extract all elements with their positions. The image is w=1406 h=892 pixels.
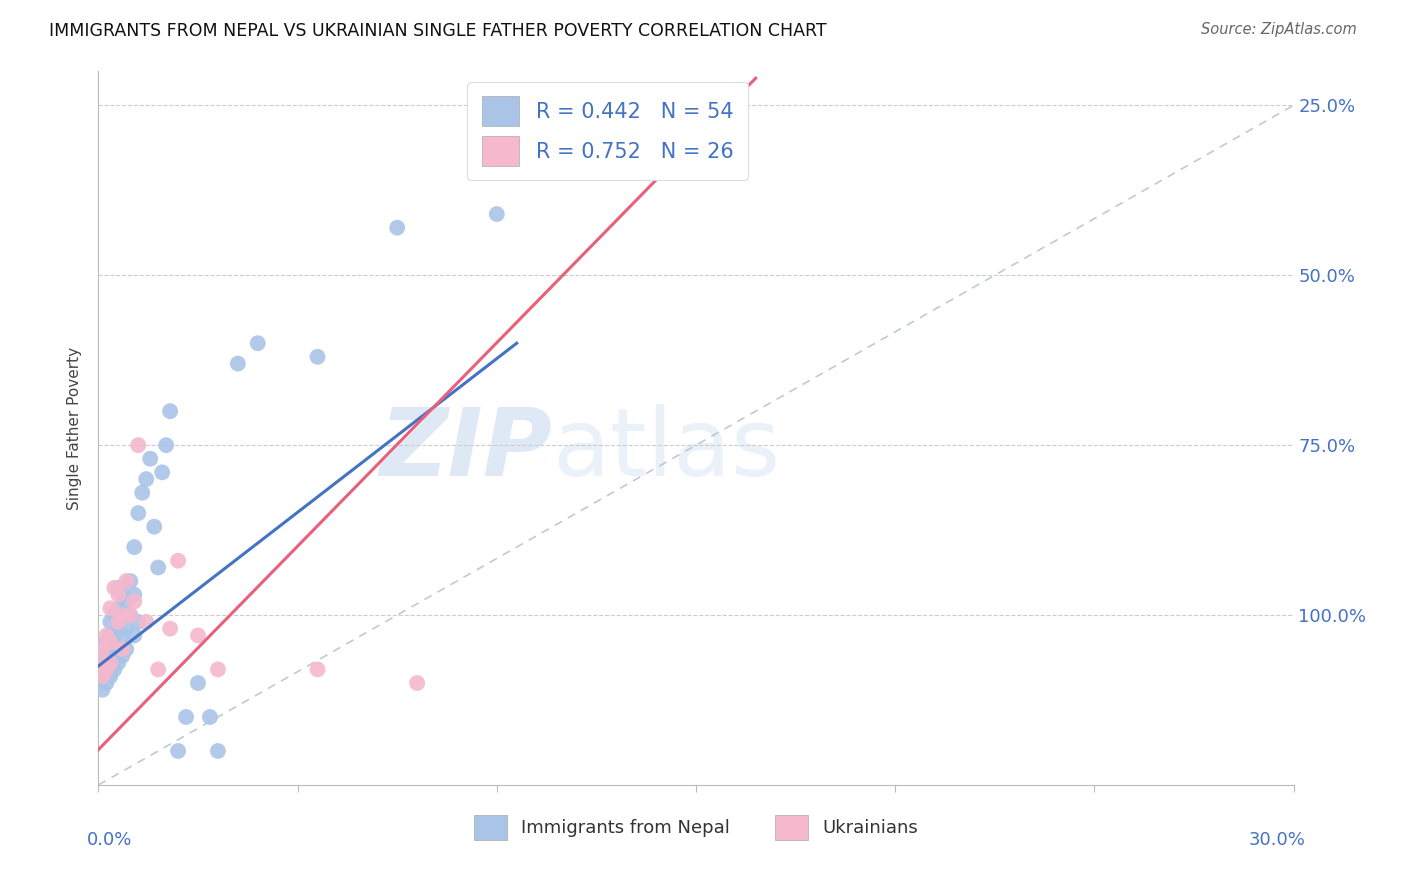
Point (111, 608, 134, 623)
Point (198, 710, 221, 724)
Point (150, 466, 173, 480)
Point (91, 656, 114, 670)
Point (107, 615, 129, 629)
Point (174, 710, 197, 724)
Point (98, 601, 122, 615)
Point (167, 744, 190, 758)
Point (120, 608, 142, 623)
Point (167, 554, 190, 568)
Point (155, 438, 177, 452)
Point (91, 642, 114, 657)
Text: 30.0%: 30.0% (1249, 831, 1306, 849)
Point (127, 615, 149, 629)
Y-axis label: Single Father Poverty: Single Father Poverty (67, 347, 83, 509)
Text: 0.0%: 0.0% (87, 831, 132, 849)
Point (143, 519, 166, 533)
Point (107, 601, 129, 615)
Point (159, 404, 181, 418)
Point (91, 642, 114, 657)
Point (91, 656, 114, 670)
Point (98, 656, 122, 670)
Point (111, 588, 134, 602)
Point (111, 608, 134, 623)
Point (96, 635, 118, 649)
Point (107, 622, 129, 636)
Point (207, 662, 229, 676)
Legend: Immigrants from Nepal, Ukrainians: Immigrants from Nepal, Ukrainians (467, 807, 925, 847)
Text: atlas: atlas (553, 403, 780, 496)
Point (111, 628, 134, 642)
Point (103, 648, 125, 663)
Point (103, 608, 125, 623)
Point (724, 98, 747, 112)
Point (115, 622, 138, 636)
Point (135, 615, 157, 629)
Point (139, 451, 162, 466)
Point (96, 628, 118, 642)
Point (385, 220, 409, 235)
Point (98, 628, 122, 642)
Point (115, 574, 138, 588)
Point (96, 662, 118, 676)
Point (98, 656, 122, 670)
Point (307, 662, 329, 676)
Point (115, 642, 138, 657)
Point (226, 357, 249, 371)
Point (131, 485, 153, 500)
Point (98, 669, 122, 683)
Point (111, 642, 134, 657)
Point (107, 588, 129, 602)
Point (124, 628, 146, 642)
Text: Source: ZipAtlas.com: Source: ZipAtlas.com (1201, 22, 1357, 37)
Point (124, 594, 146, 608)
Point (96, 676, 118, 690)
Point (115, 594, 138, 608)
Point (485, 207, 508, 221)
Point (103, 628, 125, 642)
Point (246, 336, 269, 351)
Point (124, 588, 146, 602)
Point (91, 669, 114, 683)
Point (406, 676, 429, 690)
Text: ZIP: ZIP (380, 403, 553, 496)
Point (127, 506, 149, 520)
Point (107, 581, 129, 595)
Point (127, 438, 149, 452)
Point (148, 662, 170, 676)
Point (96, 648, 118, 663)
Point (107, 656, 129, 670)
Point (96, 662, 118, 676)
Point (98, 635, 122, 649)
Point (111, 648, 134, 663)
Point (103, 662, 125, 676)
Point (135, 472, 157, 486)
Point (207, 744, 229, 758)
Point (103, 581, 125, 595)
Point (91, 682, 114, 697)
Point (107, 642, 129, 657)
Text: IMMIGRANTS FROM NEPAL VS UKRAINIAN SINGLE FATHER POVERTY CORRELATION CHART: IMMIGRANTS FROM NEPAL VS UKRAINIAN SINGL… (49, 22, 827, 40)
Point (120, 608, 142, 623)
Point (187, 676, 209, 690)
Point (120, 574, 142, 588)
Point (98, 615, 122, 629)
Point (307, 350, 329, 364)
Point (159, 622, 181, 636)
Point (187, 628, 209, 642)
Point (98, 642, 122, 657)
Point (124, 540, 146, 554)
Point (91, 669, 114, 683)
Point (148, 560, 170, 574)
